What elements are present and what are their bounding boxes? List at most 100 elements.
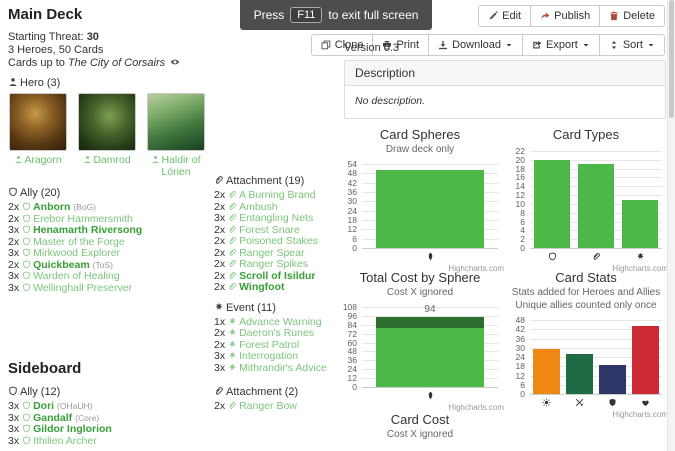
hero-card-image[interactable] xyxy=(9,93,67,151)
highcharts-credit[interactable]: Highcharts.com xyxy=(448,403,504,412)
chart-title: Total Cost by Sphere xyxy=(359,270,481,285)
latest-pack-name: The City of Corsairs xyxy=(67,57,166,69)
publish-button[interactable]: Publish xyxy=(530,5,601,27)
chart-subtitle: Draw deck only xyxy=(385,144,455,155)
chart-bar[interactable] xyxy=(533,320,560,394)
card-quantity: 3x xyxy=(8,247,20,259)
y-axis-label: 54 xyxy=(347,159,357,169)
chart-bar[interactable] xyxy=(599,320,626,394)
card-link[interactable]: Dori xyxy=(33,400,55,412)
ally-icon xyxy=(22,248,31,257)
x-axis-category xyxy=(574,251,618,263)
caret-down-icon xyxy=(582,41,590,49)
highcharts-credit[interactable]: Highcharts.com xyxy=(448,264,504,273)
card-link[interactable]: Wingfoot xyxy=(239,281,285,293)
card-link[interactable]: Master of the Forge xyxy=(33,235,125,248)
card-link[interactable]: Entangling Nets xyxy=(239,212,314,224)
hero-icon xyxy=(8,77,18,87)
chart-subtitle: Cost X ignored xyxy=(386,429,454,440)
card-link[interactable]: Ranger Bow xyxy=(239,400,297,412)
card-link[interactable]: Forest Patrol xyxy=(239,338,300,351)
chart-bar[interactable] xyxy=(578,151,614,248)
hero-card-image[interactable] xyxy=(147,93,205,151)
card-link[interactable]: Mirkwood Explorer xyxy=(33,247,121,259)
hero-card: Haldir of Lórien xyxy=(146,93,206,178)
y-axis-label: 30 xyxy=(515,342,525,353)
y-axis-label: 108 xyxy=(342,302,357,312)
y-axis-label: 18 xyxy=(515,163,525,174)
card-link[interactable]: Gandalf xyxy=(33,411,73,424)
card-type-group: Ally (12) 3x Dori (OHaUH) 3x Gandalf (Core) 3… xyxy=(8,386,214,447)
page-scrollbar[interactable] xyxy=(667,0,675,451)
chart-subtitle: Unique allies counted only once xyxy=(515,300,657,311)
card-quantity: 1x xyxy=(214,315,226,328)
card-link[interactable]: Mithrandir's Advice xyxy=(239,361,327,374)
sideboard-section: Sideboard Ally (12) 3x Dori (OHaUH) 3x Ganda… xyxy=(8,360,336,447)
card-link[interactable]: Ithilien Archer xyxy=(33,434,97,447)
sort-button[interactable]: Sort xyxy=(598,34,665,56)
card-link[interactable]: A Burning Brand xyxy=(239,189,316,201)
card-group-header: Event (11) xyxy=(214,302,336,315)
ally-icon xyxy=(22,271,31,280)
card-quantity: 2x xyxy=(214,235,226,247)
card-link[interactable]: Scroll of Isildur xyxy=(239,269,316,282)
clone-icon xyxy=(321,40,331,50)
hero-name-link[interactable]: Aragorn xyxy=(24,154,62,166)
card-quantity: 2x xyxy=(8,235,20,248)
card-link[interactable]: Forest Snare xyxy=(239,223,300,236)
attachment-icon xyxy=(592,252,601,261)
y-axis-label: 6 xyxy=(520,216,525,227)
delete-button[interactable]: Delete xyxy=(599,5,665,27)
attachment-icon xyxy=(214,386,224,396)
card-link[interactable]: Wellinghall Preserver xyxy=(33,281,133,294)
chart-bar[interactable] xyxy=(534,151,570,248)
y-axis-label: 48 xyxy=(515,315,525,325)
card-quantity: 2x xyxy=(8,201,20,213)
chart-bar[interactable] xyxy=(622,151,658,248)
edit-button[interactable]: Edit xyxy=(478,5,532,27)
chart-bar[interactable] xyxy=(566,320,593,394)
attack-icon xyxy=(575,398,584,407)
card-link[interactable]: Quickbeam xyxy=(33,258,90,271)
card-type-group: Event (11) 1x Advance Warning 2x Daeron's Ru… xyxy=(214,302,336,375)
print-button[interactable]: Print xyxy=(372,34,430,56)
attachment-icon xyxy=(228,401,237,410)
download-icon xyxy=(438,40,448,50)
export-button[interactable]: Export xyxy=(522,34,600,56)
card-link[interactable]: Gildor Inglorion xyxy=(33,423,112,435)
card-link[interactable]: Ranger Spear xyxy=(239,246,305,259)
card-row: 2x Daeron's Runes xyxy=(214,327,336,340)
clone-button[interactable]: Clone xyxy=(310,34,374,56)
card-link[interactable]: Erebor Hammersmith xyxy=(33,212,133,225)
scrollbar-thumb[interactable] xyxy=(669,0,674,118)
card-row: 3x Mithrandir's Advice xyxy=(214,361,336,375)
chart-bar[interactable]: 94 xyxy=(375,304,485,387)
card-link[interactable]: Poisoned Stakes xyxy=(239,235,318,247)
card-row: 3x Wellinghall Preserver xyxy=(8,281,214,295)
attachment-icon xyxy=(228,236,237,245)
card-quantity: 3x xyxy=(214,361,226,374)
card-link[interactable]: Advance Warning xyxy=(239,315,322,328)
card-link[interactable]: Ambush xyxy=(239,200,278,213)
download-button[interactable]: Download xyxy=(428,34,524,56)
card-link[interactable]: Henamarth Riversong xyxy=(33,224,143,236)
card-quantity: 3x xyxy=(8,281,20,294)
card-link[interactable]: Interrogation xyxy=(239,350,299,362)
card-link[interactable]: Daeron's Runes xyxy=(239,327,315,339)
hero-card-image[interactable] xyxy=(78,93,136,151)
chart-bar[interactable] xyxy=(375,164,485,248)
card-link[interactable]: Warden of Healing xyxy=(33,270,120,282)
y-axis-label: 42 xyxy=(515,324,525,335)
y-axis-label: 84 xyxy=(347,319,357,330)
printer-icon xyxy=(382,40,392,50)
highcharts-credit[interactable]: Highcharts.com xyxy=(612,410,668,419)
card-link[interactable]: Ranger Spikes xyxy=(239,258,308,270)
hero-name-link[interactable]: Haldir of Lórien xyxy=(161,154,201,178)
hero-name-link[interactable]: Damrod xyxy=(93,154,131,166)
chart-bar[interactable] xyxy=(632,320,659,394)
x-axis-category xyxy=(618,251,662,263)
highcharts-credit[interactable]: Highcharts.com xyxy=(612,264,668,273)
attachment-icon xyxy=(214,175,224,185)
deck-actions-secondary: Clone Print Download Export Sort xyxy=(310,34,665,56)
card-link[interactable]: Anborn xyxy=(33,201,71,213)
